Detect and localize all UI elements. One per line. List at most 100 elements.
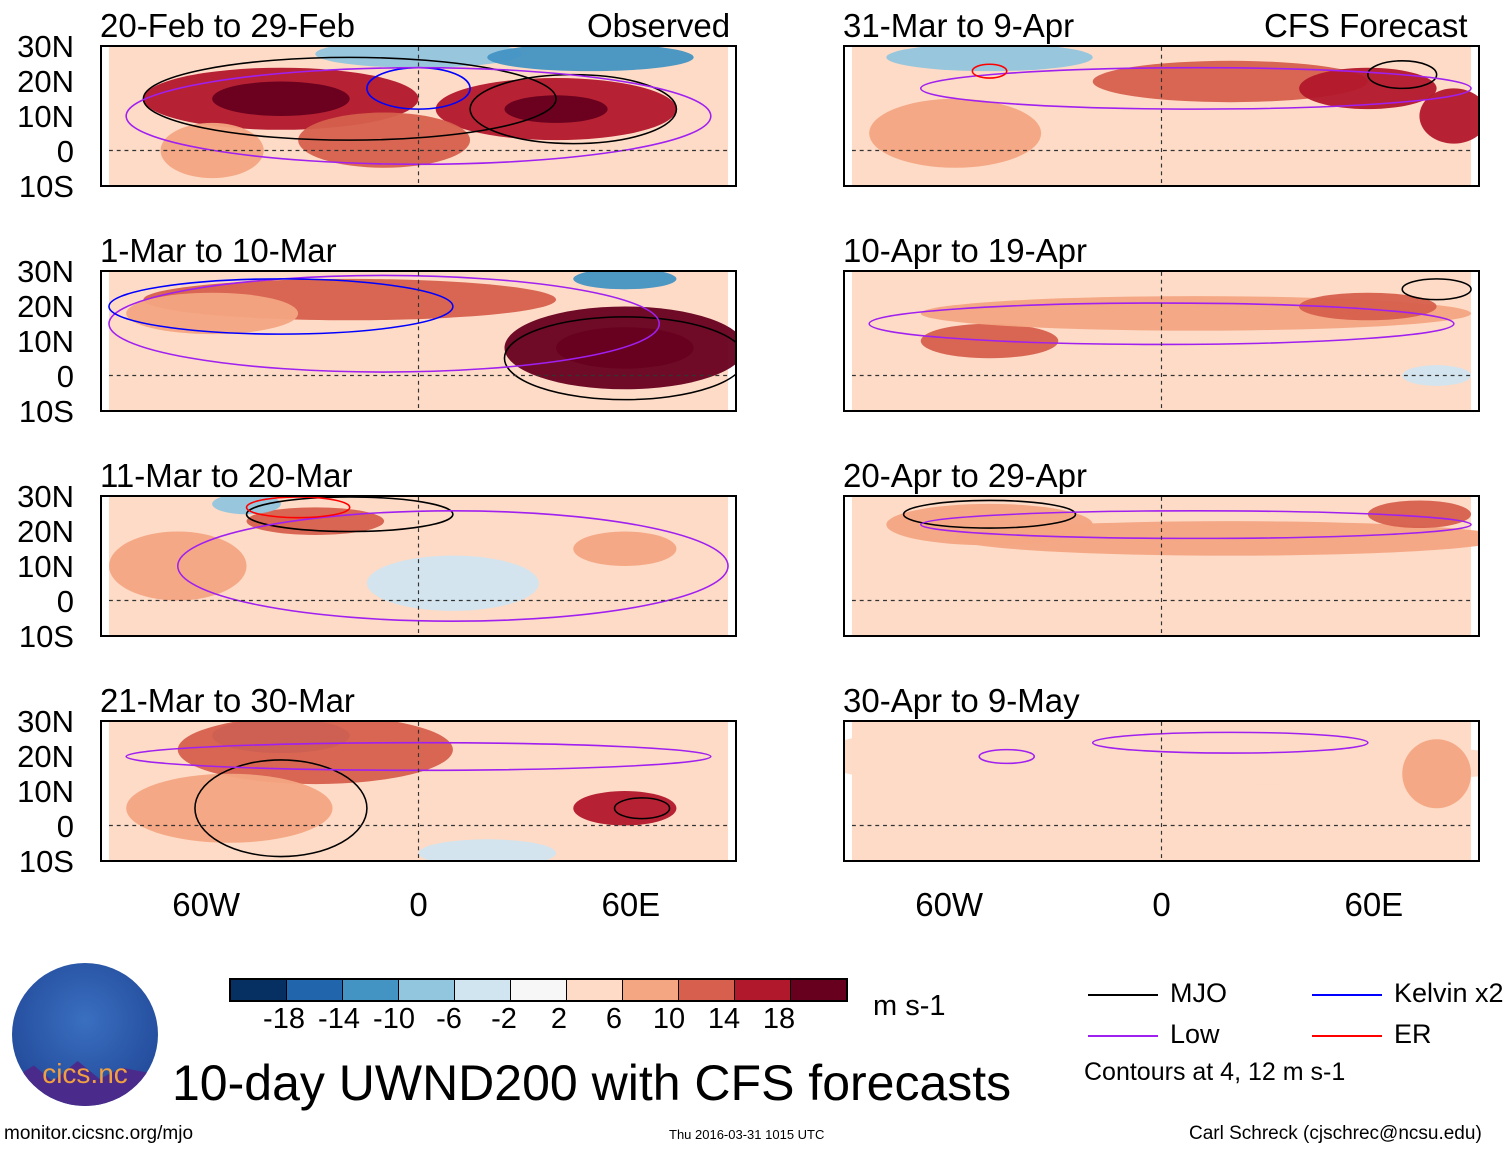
lon-label: 60E bbox=[601, 886, 661, 923]
colorbar-swatch bbox=[679, 980, 735, 1000]
anomaly-shading bbox=[126, 292, 299, 335]
footer-author: Carl Schreck (cjschrec@ncsu.edu) bbox=[1189, 1123, 1482, 1144]
panel-title: 31-Mar to 9-Apr bbox=[843, 7, 1075, 44]
lat-label: 20N bbox=[17, 739, 74, 774]
anomaly-shading bbox=[504, 95, 608, 123]
lat-label: 30N bbox=[17, 704, 74, 739]
panel-title: 10-Apr to 19-Apr bbox=[843, 232, 1087, 269]
lon-label: 60W bbox=[172, 886, 241, 923]
wave-contour bbox=[503, 316, 735, 401]
colorbar-tick: -14 bbox=[318, 1003, 360, 1035]
map-panel bbox=[100, 270, 737, 412]
wave-contour bbox=[919, 66, 1472, 110]
mjo-line-icon bbox=[1088, 993, 1158, 996]
anomaly-shading bbox=[212, 81, 350, 116]
forecast-label: CFS Forecast bbox=[1264, 7, 1468, 44]
lat-label: 10S bbox=[18, 169, 74, 204]
lat-label: 0 bbox=[56, 809, 74, 844]
panel-title: 1-Mar to 10-Mar bbox=[100, 232, 337, 269]
wave-contour bbox=[245, 497, 351, 519]
wave-contour bbox=[142, 56, 557, 141]
colorbar-swatch bbox=[399, 980, 455, 1000]
legend-label: Low bbox=[1170, 1019, 1220, 1049]
wave-contour bbox=[194, 759, 368, 858]
colorbar-tick: -18 bbox=[263, 1003, 305, 1035]
logo-text: cics.nc bbox=[42, 1058, 128, 1089]
lat-label: 0 bbox=[56, 584, 74, 619]
colorbar-tick: -6 bbox=[436, 1003, 462, 1035]
low-line-icon bbox=[1088, 1034, 1158, 1037]
legend-label: ER bbox=[1394, 1019, 1432, 1049]
anomaly-shading bbox=[989, 742, 1478, 785]
legend-er: ER bbox=[1312, 1019, 1432, 1050]
anomaly-shading bbox=[366, 555, 539, 611]
anomaly-shading bbox=[487, 47, 694, 72]
anomaly-shading bbox=[573, 531, 677, 566]
anomaly-shading bbox=[1402, 739, 1472, 809]
wave-contour bbox=[108, 278, 454, 335]
lat-label: 10S bbox=[18, 394, 74, 429]
colorbar-swatch bbox=[567, 980, 623, 1000]
wave-contour bbox=[978, 748, 1036, 765]
anomaly-shading bbox=[886, 47, 1093, 72]
lat-label: 30N bbox=[17, 29, 74, 64]
anomaly-shading bbox=[869, 98, 1042, 168]
map-panel bbox=[843, 495, 1480, 637]
colorbar-units: m s-1 bbox=[873, 990, 946, 1022]
footer-timestamp: Thu 2016-03-31 1015 UTC bbox=[669, 1127, 825, 1142]
colorbar-tick: 2 bbox=[550, 1003, 568, 1035]
colorbar-tick: -10 bbox=[373, 1003, 415, 1035]
panel-title: 30-Apr to 9-May bbox=[843, 682, 1080, 719]
anomaly-shading bbox=[126, 773, 333, 843]
lat-label: 10S bbox=[18, 619, 74, 654]
anomaly-shading bbox=[418, 839, 557, 860]
lat-label: 20N bbox=[17, 64, 74, 99]
map-panel bbox=[100, 495, 737, 637]
lat-label: 10N bbox=[17, 99, 74, 134]
anomaly-shading bbox=[573, 791, 677, 826]
contour-note: Contours at 4, 12 m s-1 bbox=[1084, 1058, 1346, 1086]
colorbar bbox=[229, 978, 848, 1002]
panel-title: 20-Apr to 29-Apr bbox=[843, 457, 1087, 494]
wave-contour bbox=[1091, 731, 1369, 754]
wave-contour bbox=[919, 510, 1472, 540]
lat-label: 30N bbox=[17, 479, 74, 514]
panel-title: 11-Mar to 20-Mar bbox=[100, 457, 353, 494]
lat-label: 10N bbox=[17, 324, 74, 359]
lat-label: 0 bbox=[56, 359, 74, 394]
map-panel bbox=[100, 720, 737, 862]
lat-label: 10N bbox=[17, 549, 74, 584]
footer-url[interactable]: monitor.cicsnc.org/mjo bbox=[4, 1123, 194, 1144]
colorbar-tick: 6 bbox=[605, 1003, 623, 1035]
cics-logo: cics.nc bbox=[12, 963, 158, 1106]
legend-label: MJO bbox=[1170, 978, 1227, 1008]
observed-label: Observed bbox=[587, 7, 731, 44]
anomaly-shading bbox=[1419, 88, 1478, 144]
map-panel bbox=[100, 45, 737, 187]
colorbar-swatch bbox=[455, 980, 511, 1000]
panel-title: 21-Mar to 30-Mar bbox=[100, 682, 355, 719]
lat-label: 20N bbox=[17, 289, 74, 324]
colorbar-swatch bbox=[287, 980, 343, 1000]
colorbar-swatch bbox=[343, 980, 399, 1000]
colorbar-tick: 14 bbox=[707, 1003, 741, 1035]
colorbar-tick: 18 bbox=[762, 1003, 796, 1035]
wave-contour bbox=[245, 497, 454, 533]
wave-contour bbox=[176, 510, 729, 622]
map-panel bbox=[843, 720, 1480, 862]
legend-mjo: MJO bbox=[1088, 978, 1227, 1009]
anomaly-shading bbox=[1299, 67, 1437, 110]
colorbar-swatch bbox=[511, 980, 567, 1000]
colorbar-swatch bbox=[623, 980, 679, 1000]
lat-label: 10S bbox=[18, 844, 74, 879]
anomaly-shading bbox=[177, 722, 453, 785]
map-panel bbox=[843, 45, 1480, 187]
anomaly-shading bbox=[1299, 292, 1437, 321]
lon-label: 60E bbox=[1344, 886, 1404, 923]
panel-title: 20-Feb to 29-Feb bbox=[100, 7, 355, 44]
lat-label: 10N bbox=[17, 774, 74, 809]
wave-contour bbox=[613, 797, 671, 820]
lon-label: 0 bbox=[409, 886, 428, 923]
wave-contour bbox=[108, 274, 661, 373]
lon-label: 0 bbox=[1152, 886, 1171, 923]
